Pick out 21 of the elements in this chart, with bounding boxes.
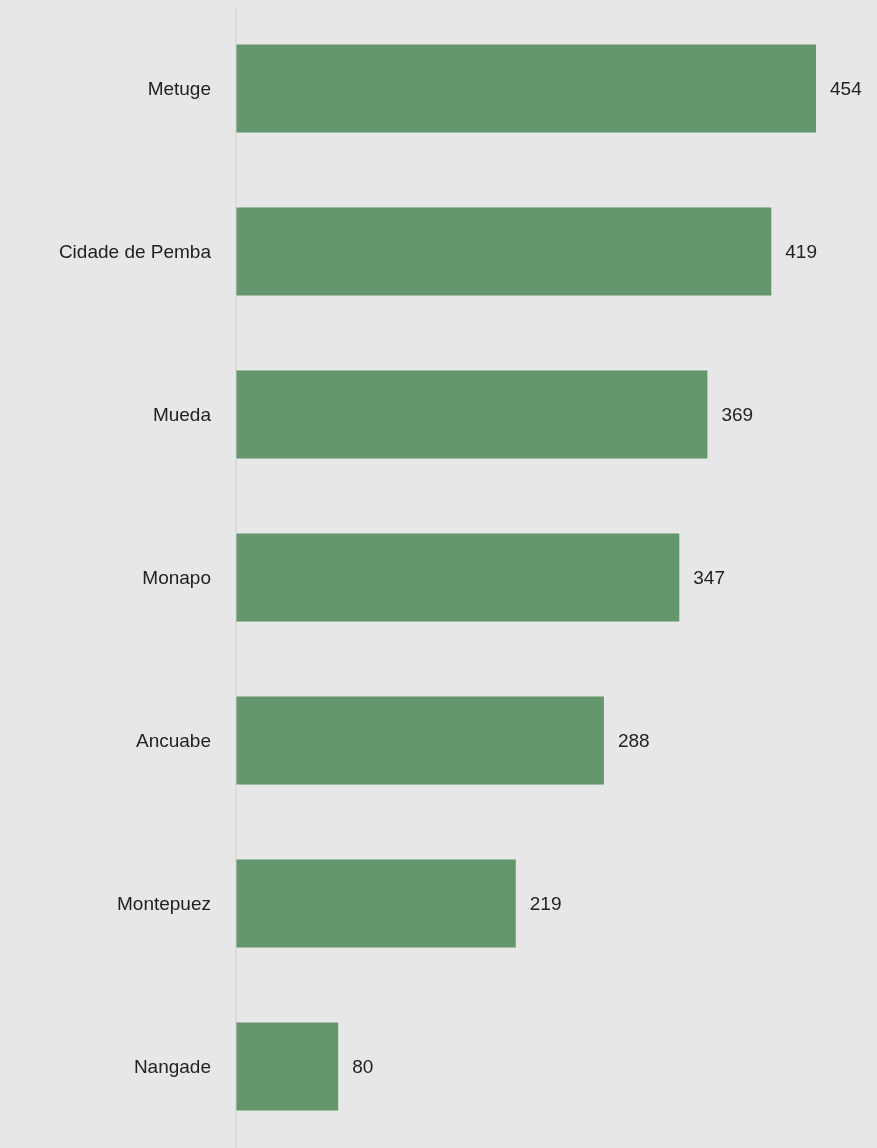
y-tick-label: Cidade de Pemba [58,240,212,262]
data-label: 454 [830,78,863,100]
data-label: 369 [721,404,754,426]
bar [236,44,816,133]
bar [236,207,772,296]
data-label: 347 [693,567,726,589]
y-tick-label: Ancuabe [135,729,211,751]
data-label: 288 [617,730,650,752]
data-label: 219 [529,893,562,915]
bar [236,370,708,459]
bar [236,859,516,948]
y-tick-label: Monapo [142,566,211,588]
y-tick-label: Metuge [147,77,211,99]
y-tick-label: Montepuez [116,892,211,914]
data-label: 419 [785,241,817,263]
bar [236,1022,339,1111]
bar [236,533,680,622]
y-tick-label: Nangade [133,1055,211,1077]
data-label: 80 [352,1056,374,1078]
y-tick-label: Mueda [152,403,212,425]
bar [236,696,604,785]
